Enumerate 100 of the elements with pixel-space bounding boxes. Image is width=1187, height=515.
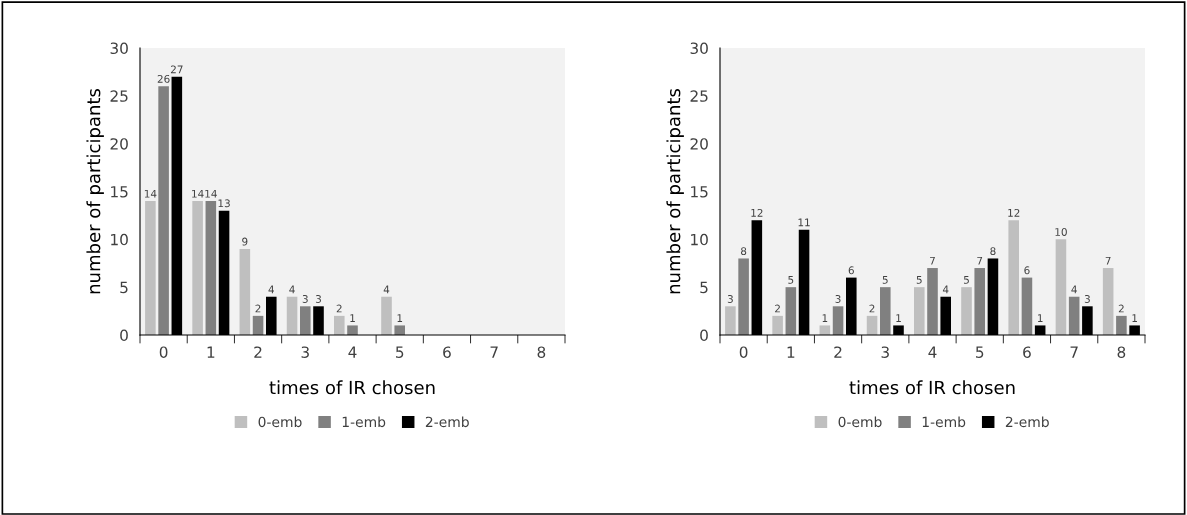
bar: [772, 315, 783, 335]
bar: [785, 287, 797, 335]
data-label: 3: [302, 295, 308, 303]
bar: [347, 325, 358, 335]
data-label: 1: [1132, 314, 1137, 322]
data-label: 3: [835, 295, 841, 303]
data-label: 12: [1008, 208, 1020, 217]
bar: [927, 268, 938, 335]
bar: [879, 287, 891, 335]
data-label: 3: [1084, 295, 1090, 303]
data-label: 2: [869, 304, 875, 313]
data-label: 4: [942, 285, 949, 294]
x-tick-label: 2: [254, 346, 262, 358]
data-label: 13: [218, 199, 230, 208]
x-tick-label: 1: [207, 346, 215, 358]
x-tick-label: 2: [834, 346, 842, 358]
y-tick-label: 25: [690, 90, 708, 102]
bar: [158, 86, 169, 335]
bar: [725, 306, 736, 335]
y-tick-label: 0: [700, 329, 708, 342]
y-tick-label: 5: [700, 281, 708, 294]
bar: [381, 296, 392, 335]
y-tick-label: 20: [110, 138, 128, 150]
bar: [1068, 296, 1080, 335]
bar: [205, 201, 217, 335]
x-tick-label: 1: [787, 346, 795, 358]
bar: [286, 296, 298, 335]
data-label: 1: [822, 314, 828, 322]
data-label: 5: [963, 276, 969, 284]
x-tick-label: 6: [1023, 346, 1031, 358]
bar: [738, 258, 749, 335]
x-tick-label: 7: [1070, 346, 1078, 358]
bar: [913, 287, 925, 335]
data-label: 26: [157, 74, 170, 83]
data-label: 3: [315, 295, 321, 303]
legend-label: 0-emb: [258, 416, 302, 428]
y-axis-title: number of participants: [86, 88, 104, 294]
x-tick-label: 5: [396, 346, 404, 358]
y-tick-label: 15: [691, 186, 708, 198]
legend-label: 0-emb: [838, 416, 882, 428]
data-label: 1: [350, 314, 355, 322]
y-tick-label: 10: [111, 233, 128, 246]
x-tick-label: 7: [490, 346, 498, 358]
data-label: 6: [848, 266, 854, 275]
data-label: 12: [751, 208, 763, 217]
data-label: 2: [775, 304, 780, 313]
data-label: 7: [977, 256, 983, 265]
legend-label: 2-emb: [1005, 416, 1049, 428]
data-label: 4: [289, 285, 295, 294]
x-tick-label: 0: [159, 346, 168, 358]
bar: [145, 201, 156, 335]
data-label: 14: [192, 189, 204, 198]
data-label: 8: [990, 247, 996, 256]
bar: [299, 306, 311, 335]
bar: [192, 201, 203, 335]
y-tick-label: 5: [120, 281, 128, 294]
data-label: 14: [205, 189, 217, 198]
bar: [961, 287, 972, 335]
data-label: 7: [930, 256, 935, 265]
data-label: 4: [268, 285, 275, 294]
y-tick-label: 25: [110, 90, 128, 102]
x-tick-label: 4: [928, 346, 937, 358]
data-label: 9: [242, 237, 248, 246]
data-label: 5: [788, 276, 794, 284]
data-label: 5: [916, 276, 922, 284]
legend-label: 1-emb: [922, 416, 966, 428]
data-label: 7: [1105, 256, 1111, 265]
x-tick-label: 6: [443, 346, 451, 358]
bar: [1102, 268, 1114, 335]
data-label: 6: [1024, 266, 1030, 275]
y-tick-label: 10: [691, 233, 708, 246]
y-tick-label: 30: [690, 42, 708, 55]
legend-label: 2-emb: [425, 416, 469, 428]
data-label: 5: [882, 276, 888, 284]
y-tick-label: 0: [120, 329, 128, 342]
bar: [1008, 220, 1020, 335]
y-tick-label: 15: [111, 186, 128, 198]
data-label: 4: [1071, 285, 1077, 294]
x-tick-label: 5: [976, 346, 984, 358]
data-label: 2: [255, 304, 261, 313]
data-label: 1: [397, 314, 403, 322]
data-label: 3: [727, 295, 733, 303]
x-tick-label: 3: [881, 346, 889, 358]
bar: [394, 325, 406, 335]
data-label: 1: [1038, 314, 1043, 322]
x-tick-label: 8: [1117, 346, 1126, 358]
data-label: 10: [1055, 228, 1067, 236]
x-axis-title: times of IR chosen: [849, 380, 1015, 395]
y-tick-label: 20: [690, 138, 708, 150]
x-tick-label: 3: [301, 346, 309, 358]
bar: [1055, 239, 1067, 335]
data-label: 4: [383, 285, 390, 294]
x-tick-label: 8: [537, 346, 546, 358]
y-tick-label: 30: [110, 42, 128, 55]
data-label: 2: [1118, 304, 1124, 313]
bar: [974, 268, 986, 335]
data-label: 1: [896, 314, 901, 322]
bar: [333, 315, 345, 335]
bar: [1116, 315, 1127, 335]
x-axis-title: times of IR chosen: [269, 380, 435, 395]
